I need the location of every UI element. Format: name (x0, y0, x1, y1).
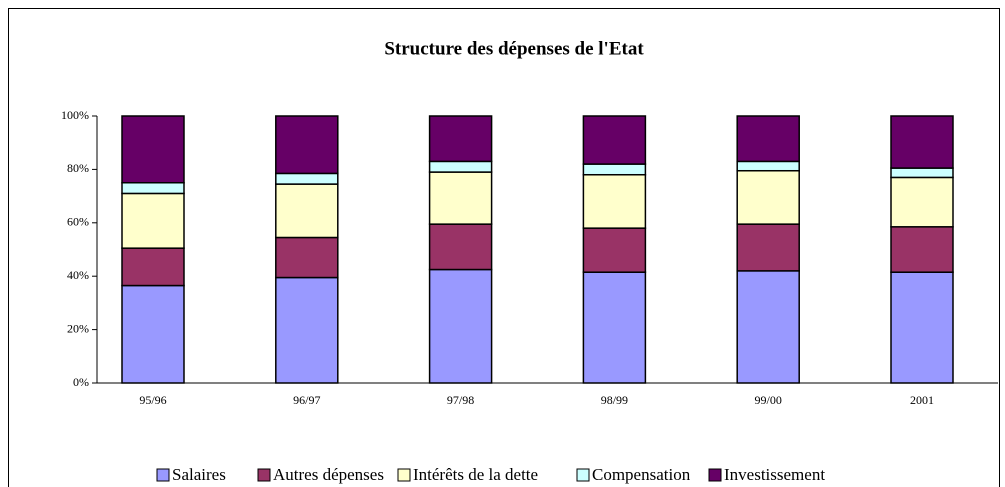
bar-segment (582, 271, 647, 384)
legend-swatch (576, 468, 590, 482)
legend-label: Compensation (592, 465, 691, 484)
x-tick-label: 97/98 (447, 393, 474, 407)
bar-segment (582, 173, 647, 229)
bar-segment (428, 160, 493, 173)
bar-segment (582, 163, 647, 176)
x-tick-label: 96/97 (293, 393, 320, 407)
bar-segment (275, 183, 339, 239)
bar-segment (275, 236, 339, 279)
legend-label: Investissement (724, 465, 825, 484)
legend-swatch (257, 468, 271, 482)
bar-segment (736, 169, 800, 225)
bar-segment (736, 270, 800, 384)
bar-segment (428, 223, 493, 271)
bar-segment (890, 167, 954, 179)
bar-segment (121, 284, 185, 384)
bar-segment (121, 182, 185, 195)
chart-title: Structure des dépenses de l'Etat (384, 38, 644, 59)
bar-segment (121, 192, 185, 249)
bar-segment (428, 171, 493, 225)
y-tick-label: 0% (73, 375, 89, 389)
legend-label: Intérêts de la dette (413, 465, 538, 484)
legend-label: Salaires (172, 465, 226, 484)
y-tick-label: 80% (67, 161, 89, 175)
bar-segment (121, 247, 185, 287)
bar-segment (275, 115, 339, 175)
legend-label: Autres dépenses (273, 465, 384, 484)
x-tick-label: 95/96 (139, 393, 166, 407)
y-tick-label: 60% (67, 215, 89, 229)
bar-segment (582, 227, 647, 273)
x-tick-label: 98/99 (601, 393, 628, 407)
bar-segment (890, 176, 954, 228)
legend-swatch (156, 468, 170, 482)
bar-segment (736, 115, 800, 163)
y-tick-label: 40% (67, 268, 89, 282)
legend-swatch (708, 468, 722, 482)
legend-swatch (397, 468, 411, 482)
y-tick-label: 100% (61, 108, 89, 122)
bar-segment (890, 115, 954, 169)
bar-segment (428, 268, 493, 384)
x-tick-label: 2001 (910, 393, 934, 407)
x-tick-label: 99/00 (755, 393, 782, 407)
bar-segment (428, 115, 493, 163)
bar-segment (275, 172, 339, 185)
bar-segment (736, 160, 800, 172)
bar-segment (582, 115, 647, 165)
bar-segment (890, 226, 954, 273)
bar-segment (275, 276, 339, 384)
bar-segment (121, 115, 185, 184)
y-tick-label: 20% (67, 321, 89, 335)
bar-segment (736, 223, 800, 272)
bar-segment (890, 271, 954, 384)
